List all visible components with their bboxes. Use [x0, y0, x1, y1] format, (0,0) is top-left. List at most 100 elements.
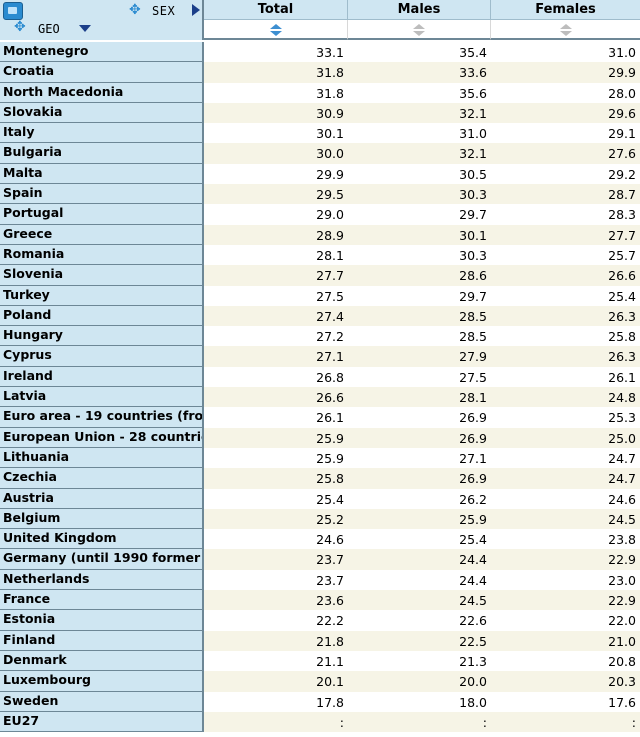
cell-females: 24.5	[491, 508, 640, 530]
table-row: EU27:::	[0, 711, 640, 733]
cell-females: 27.6	[491, 143, 640, 164]
row-label-geo[interactable]: Portugal	[0, 204, 204, 225]
row-label-geo[interactable]: Malta	[0, 163, 204, 185]
row-label-geo[interactable]: Denmark	[0, 650, 204, 672]
table-row: Cyprus 27.1 27.9 26.3	[0, 346, 640, 367]
row-label-geo[interactable]: Greece	[0, 224, 204, 245]
cell-females: 29.2	[491, 163, 640, 185]
table-row: Poland 27.4 28.5 26.3	[0, 305, 640, 327]
cell-total: 33.1	[204, 42, 348, 63]
row-label-geo[interactable]: Slovakia	[0, 102, 204, 124]
sort-total-icon[interactable]	[269, 24, 282, 37]
table-row: North Macedonia 31.8 35.6 28.0	[0, 82, 640, 103]
row-label-geo[interactable]: Finland	[0, 630, 204, 651]
row-label-geo[interactable]: Cyprus	[0, 346, 204, 367]
row-label-geo[interactable]: North Macedonia	[0, 82, 204, 103]
row-label-geo[interactable]: Netherlands	[0, 569, 204, 591]
cell-males: 26.9	[348, 427, 491, 448]
cell-total: 17.8	[204, 691, 348, 712]
sort-females-icon[interactable]	[559, 24, 572, 37]
cell-females: 20.8	[491, 650, 640, 672]
cell-males: :	[348, 711, 491, 733]
cell-total: 29.5	[204, 184, 348, 205]
cell-males: 28.5	[348, 305, 491, 327]
cell-females: 23.8	[491, 529, 640, 550]
cell-total: 25.9	[204, 427, 348, 448]
app-logo-icon[interactable]	[3, 2, 23, 20]
table-row: Belgium 25.2 25.9 24.5	[0, 508, 640, 530]
cell-females: 28.7	[491, 184, 640, 205]
column-header-females[interactable]: Females	[491, 0, 640, 20]
cell-total: 25.2	[204, 508, 348, 530]
cell-females: 25.3	[491, 407, 640, 428]
move-geo-dimension-icon[interactable]: ✥	[14, 19, 26, 35]
row-label-geo[interactable]: Romania	[0, 244, 204, 266]
cell-total: 30.1	[204, 123, 348, 144]
cell-males: 24.4	[348, 569, 491, 591]
row-label-geo[interactable]: Latvia	[0, 387, 204, 408]
row-label-geo[interactable]: Hungary	[0, 326, 204, 347]
cell-males: 27.5	[348, 366, 491, 388]
row-label-geo[interactable]: United Kingdom	[0, 529, 204, 550]
table-row: Bulgaria 30.0 32.1 27.6	[0, 143, 640, 164]
table-row: Finland 21.8 22.5 21.0	[0, 630, 640, 651]
sort-cell-females	[491, 20, 640, 40]
column-header-total[interactable]: Total	[204, 0, 348, 20]
cell-males: 20.0	[348, 671, 491, 692]
cell-females: 22.0	[491, 610, 640, 631]
row-label-geo[interactable]: Euro area - 19 countries (from 2015)	[0, 407, 204, 428]
row-label-geo[interactable]: Belgium	[0, 508, 204, 530]
row-label-geo[interactable]: Montenegro	[0, 42, 204, 63]
row-label-geo[interactable]: Lithuania	[0, 447, 204, 469]
cell-females: :	[491, 711, 640, 733]
row-label-geo[interactable]: Germany (until 1990 former territory of …	[0, 549, 204, 570]
cell-total: 23.7	[204, 569, 348, 591]
cell-males: 35.4	[348, 42, 491, 63]
row-label-geo[interactable]: Slovenia	[0, 265, 204, 286]
cell-females: 29.1	[491, 123, 640, 144]
move-sex-dimension-icon[interactable]: ✥	[129, 2, 141, 18]
row-label-geo[interactable]: Croatia	[0, 62, 204, 83]
row-label-geo[interactable]: European Union - 28 countries	[0, 427, 204, 448]
cell-females: 25.8	[491, 326, 640, 347]
row-label-geo[interactable]: Luxembourg	[0, 671, 204, 692]
cell-males: 30.5	[348, 163, 491, 185]
header-corner: ✥ SEX ✥ GEO	[0, 0, 204, 40]
cell-males: 18.0	[348, 691, 491, 712]
row-label-geo[interactable]: Estonia	[0, 610, 204, 631]
cell-total: 26.8	[204, 366, 348, 388]
row-label-geo[interactable]: Spain	[0, 184, 204, 205]
cell-males: 32.1	[348, 102, 491, 124]
cell-males: 24.4	[348, 549, 491, 570]
row-label-geo[interactable]: Turkey	[0, 285, 204, 306]
table-row: Romania 28.1 30.3 25.7	[0, 244, 640, 266]
cell-males: 25.9	[348, 508, 491, 530]
cell-total: 23.7	[204, 549, 348, 570]
cell-males: 27.9	[348, 346, 491, 367]
cell-total: 24.6	[204, 529, 348, 550]
row-label-geo[interactable]: EU27	[0, 711, 204, 733]
row-label-geo[interactable]: Czechia	[0, 468, 204, 489]
cell-total: 21.8	[204, 630, 348, 651]
cell-males: 29.7	[348, 285, 491, 306]
sort-males-icon[interactable]	[413, 24, 425, 37]
sex-dimension-arrow-icon[interactable]	[192, 4, 200, 16]
geo-dimension-dropdown-icon[interactable]	[79, 25, 91, 32]
table-row: Turkey 27.5 29.7 25.4	[0, 285, 640, 306]
cell-total: 28.9	[204, 224, 348, 245]
row-label-geo[interactable]: Italy	[0, 123, 204, 144]
table-row: Hungary 27.2 28.5 25.8	[0, 326, 640, 347]
row-label-geo[interactable]: Bulgaria	[0, 143, 204, 164]
row-label-geo[interactable]: Ireland	[0, 366, 204, 388]
cell-males: 24.5	[348, 590, 491, 611]
row-label-geo[interactable]: France	[0, 590, 204, 611]
cell-males: 22.6	[348, 610, 491, 631]
column-header-males[interactable]: Males	[348, 0, 491, 20]
cell-total: 25.9	[204, 447, 348, 469]
cell-total: 22.2	[204, 610, 348, 631]
row-label-geo[interactable]: Sweden	[0, 691, 204, 712]
cell-total: 30.9	[204, 102, 348, 124]
row-label-geo[interactable]: Austria	[0, 488, 204, 509]
row-label-geo[interactable]: Poland	[0, 305, 204, 327]
